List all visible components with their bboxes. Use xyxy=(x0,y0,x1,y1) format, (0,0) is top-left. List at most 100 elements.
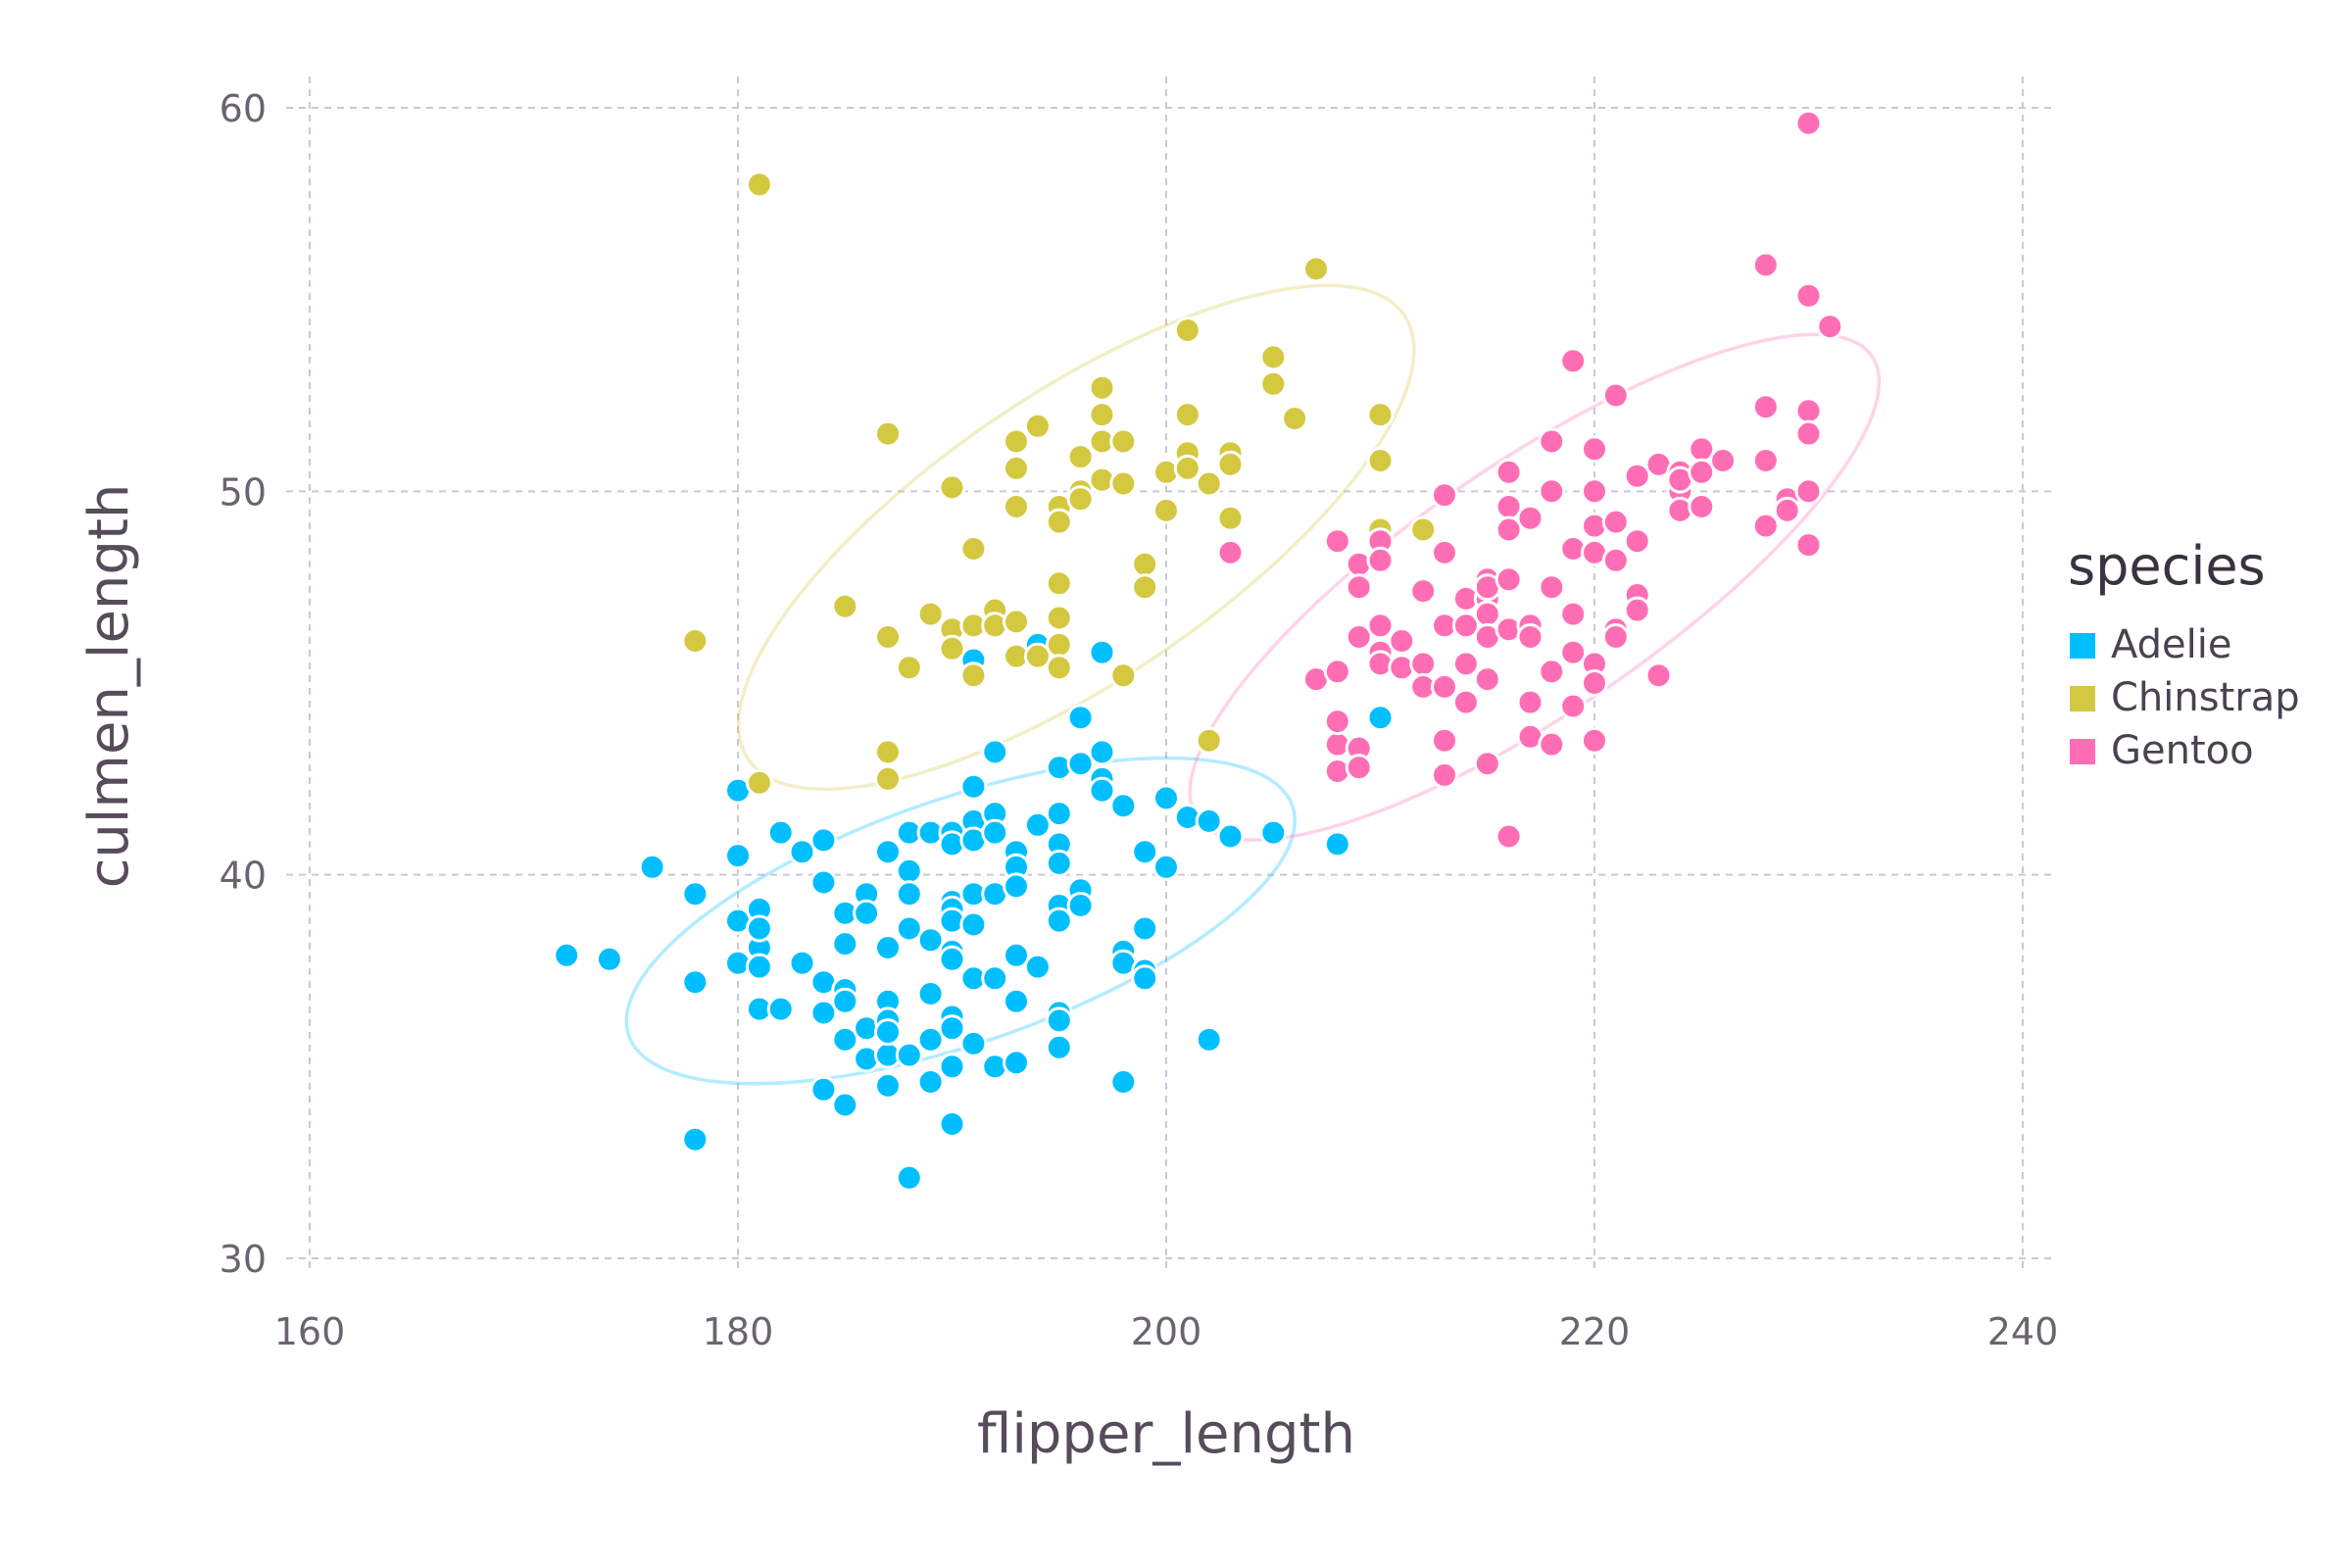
data-point-gentoo xyxy=(1451,688,1480,716)
data-point-chinstrap xyxy=(1195,469,1223,498)
data-point-chinstrap xyxy=(1131,573,1159,602)
data-point-adelie xyxy=(959,772,988,801)
data-point-gentoo xyxy=(1623,527,1651,556)
grid-lines xyxy=(286,76,2054,1274)
data-point-chinstrap xyxy=(1152,496,1180,524)
data-point-gentoo xyxy=(1216,538,1245,566)
data-point-adelie xyxy=(681,880,710,908)
data-point-gentoo xyxy=(1816,313,1844,341)
data-point-chinstrap xyxy=(681,627,710,655)
data-point-adelie xyxy=(1045,800,1073,828)
data-point-chinstrap xyxy=(1302,255,1330,283)
data-point-adelie xyxy=(1323,830,1351,858)
data-point-gentoo xyxy=(1559,692,1588,720)
data-point-chinstrap xyxy=(1366,401,1395,429)
data-point-adelie xyxy=(681,968,710,997)
x-tick-label: 160 xyxy=(274,1310,346,1353)
data-point-adelie xyxy=(874,1018,902,1047)
legend-swatch-gentoo xyxy=(2070,739,2095,764)
data-point-gentoo xyxy=(1644,662,1673,690)
data-point-gentoo xyxy=(1409,650,1438,678)
data-point-chinstrap xyxy=(1003,454,1030,482)
data-point-gentoo xyxy=(1323,658,1351,686)
data-point-chinstrap xyxy=(874,623,902,651)
data-point-gentoo xyxy=(1751,393,1780,421)
data-point-chinstrap xyxy=(874,419,902,448)
data-point-adelie xyxy=(874,934,902,961)
data-point-gentoo xyxy=(1794,531,1823,560)
data-point-chinstrap xyxy=(1195,726,1223,755)
data-point-adelie xyxy=(981,738,1009,766)
data-point-gentoo xyxy=(1581,477,1608,506)
data-point-adelie xyxy=(766,818,795,847)
data-point-chinstrap xyxy=(1045,508,1073,536)
data-point-adelie xyxy=(895,1163,923,1192)
data-point-chinstrap xyxy=(938,634,966,662)
data-point-adelie xyxy=(1045,1006,1073,1035)
x-tick-label: 180 xyxy=(703,1310,774,1353)
data-point-chinstrap xyxy=(1066,485,1095,514)
data-point-gentoo xyxy=(1601,546,1630,574)
data-point-adelie xyxy=(916,980,945,1007)
data-point-adelie xyxy=(1216,822,1245,851)
data-point-chinstrap xyxy=(1259,343,1288,371)
data-point-gentoo xyxy=(1559,600,1588,628)
x-axis-title: flipper_length xyxy=(977,1402,1355,1466)
data-point-gentoo xyxy=(1773,496,1801,524)
data-point-adelie xyxy=(809,1075,838,1103)
data-point-adelie xyxy=(1045,1033,1073,1061)
data-point-chinstrap xyxy=(1045,604,1073,632)
data-point-gentoo xyxy=(1388,627,1416,655)
data-point-chinstrap xyxy=(1003,608,1030,636)
data-point-gentoo xyxy=(1538,658,1566,686)
data-point-gentoo xyxy=(1431,760,1458,789)
data-point-adelie xyxy=(1003,941,1030,969)
data-point-adelie xyxy=(1366,704,1395,732)
data-point-adelie xyxy=(916,926,945,955)
data-point-gentoo xyxy=(1601,381,1630,410)
data-point-adelie xyxy=(853,899,881,927)
data-point-adelie xyxy=(1066,750,1095,778)
data-point-chinstrap xyxy=(1045,569,1073,598)
data-point-gentoo xyxy=(1345,623,1373,651)
y-tick-label: 30 xyxy=(220,1238,267,1281)
data-point-adelie xyxy=(788,838,816,866)
legend-label-chinstrap: Chinstrap xyxy=(2111,675,2300,720)
data-point-adelie xyxy=(916,1025,945,1054)
data-point-adelie xyxy=(1195,807,1223,835)
data-point-chinstrap xyxy=(959,535,988,563)
data-point-adelie xyxy=(745,953,773,981)
data-point-adelie xyxy=(1023,810,1052,839)
data-point-adelie xyxy=(724,842,752,870)
data-point-gentoo xyxy=(1538,573,1566,602)
data-point-chinstrap xyxy=(959,662,988,690)
data-point-gentoo xyxy=(1538,427,1566,456)
data-point-adelie xyxy=(1109,1068,1138,1096)
data-point-adelie xyxy=(1131,914,1159,943)
data-point-adelie xyxy=(1152,853,1180,881)
data-point-gentoo xyxy=(1409,577,1438,606)
data-point-adelie xyxy=(595,945,623,973)
data-point-adelie xyxy=(959,1029,988,1057)
data-point-chinstrap xyxy=(1045,654,1073,682)
data-point-chinstrap xyxy=(874,738,902,766)
data-point-gentoo xyxy=(1345,573,1373,602)
data-point-gentoo xyxy=(1431,726,1458,755)
data-point-gentoo xyxy=(1516,688,1544,716)
data-point-adelie xyxy=(1003,987,1030,1015)
legend-swatch-adelie xyxy=(2070,633,2095,659)
data-point-chinstrap xyxy=(831,592,859,620)
data-point-gentoo xyxy=(1323,527,1351,556)
data-point-gentoo xyxy=(1581,669,1608,697)
data-point-adelie xyxy=(1066,704,1095,732)
data-point-adelie xyxy=(938,1110,966,1138)
data-point-adelie xyxy=(831,1091,859,1119)
x-tick-label: 200 xyxy=(1131,1310,1202,1353)
data-point-chinstrap xyxy=(1281,405,1309,432)
data-point-gentoo xyxy=(1451,650,1480,678)
data-point-gentoo xyxy=(1431,481,1458,510)
data-point-gentoo xyxy=(1345,754,1373,782)
data-point-adelie xyxy=(874,1071,902,1100)
data-point-gentoo xyxy=(1623,596,1651,624)
